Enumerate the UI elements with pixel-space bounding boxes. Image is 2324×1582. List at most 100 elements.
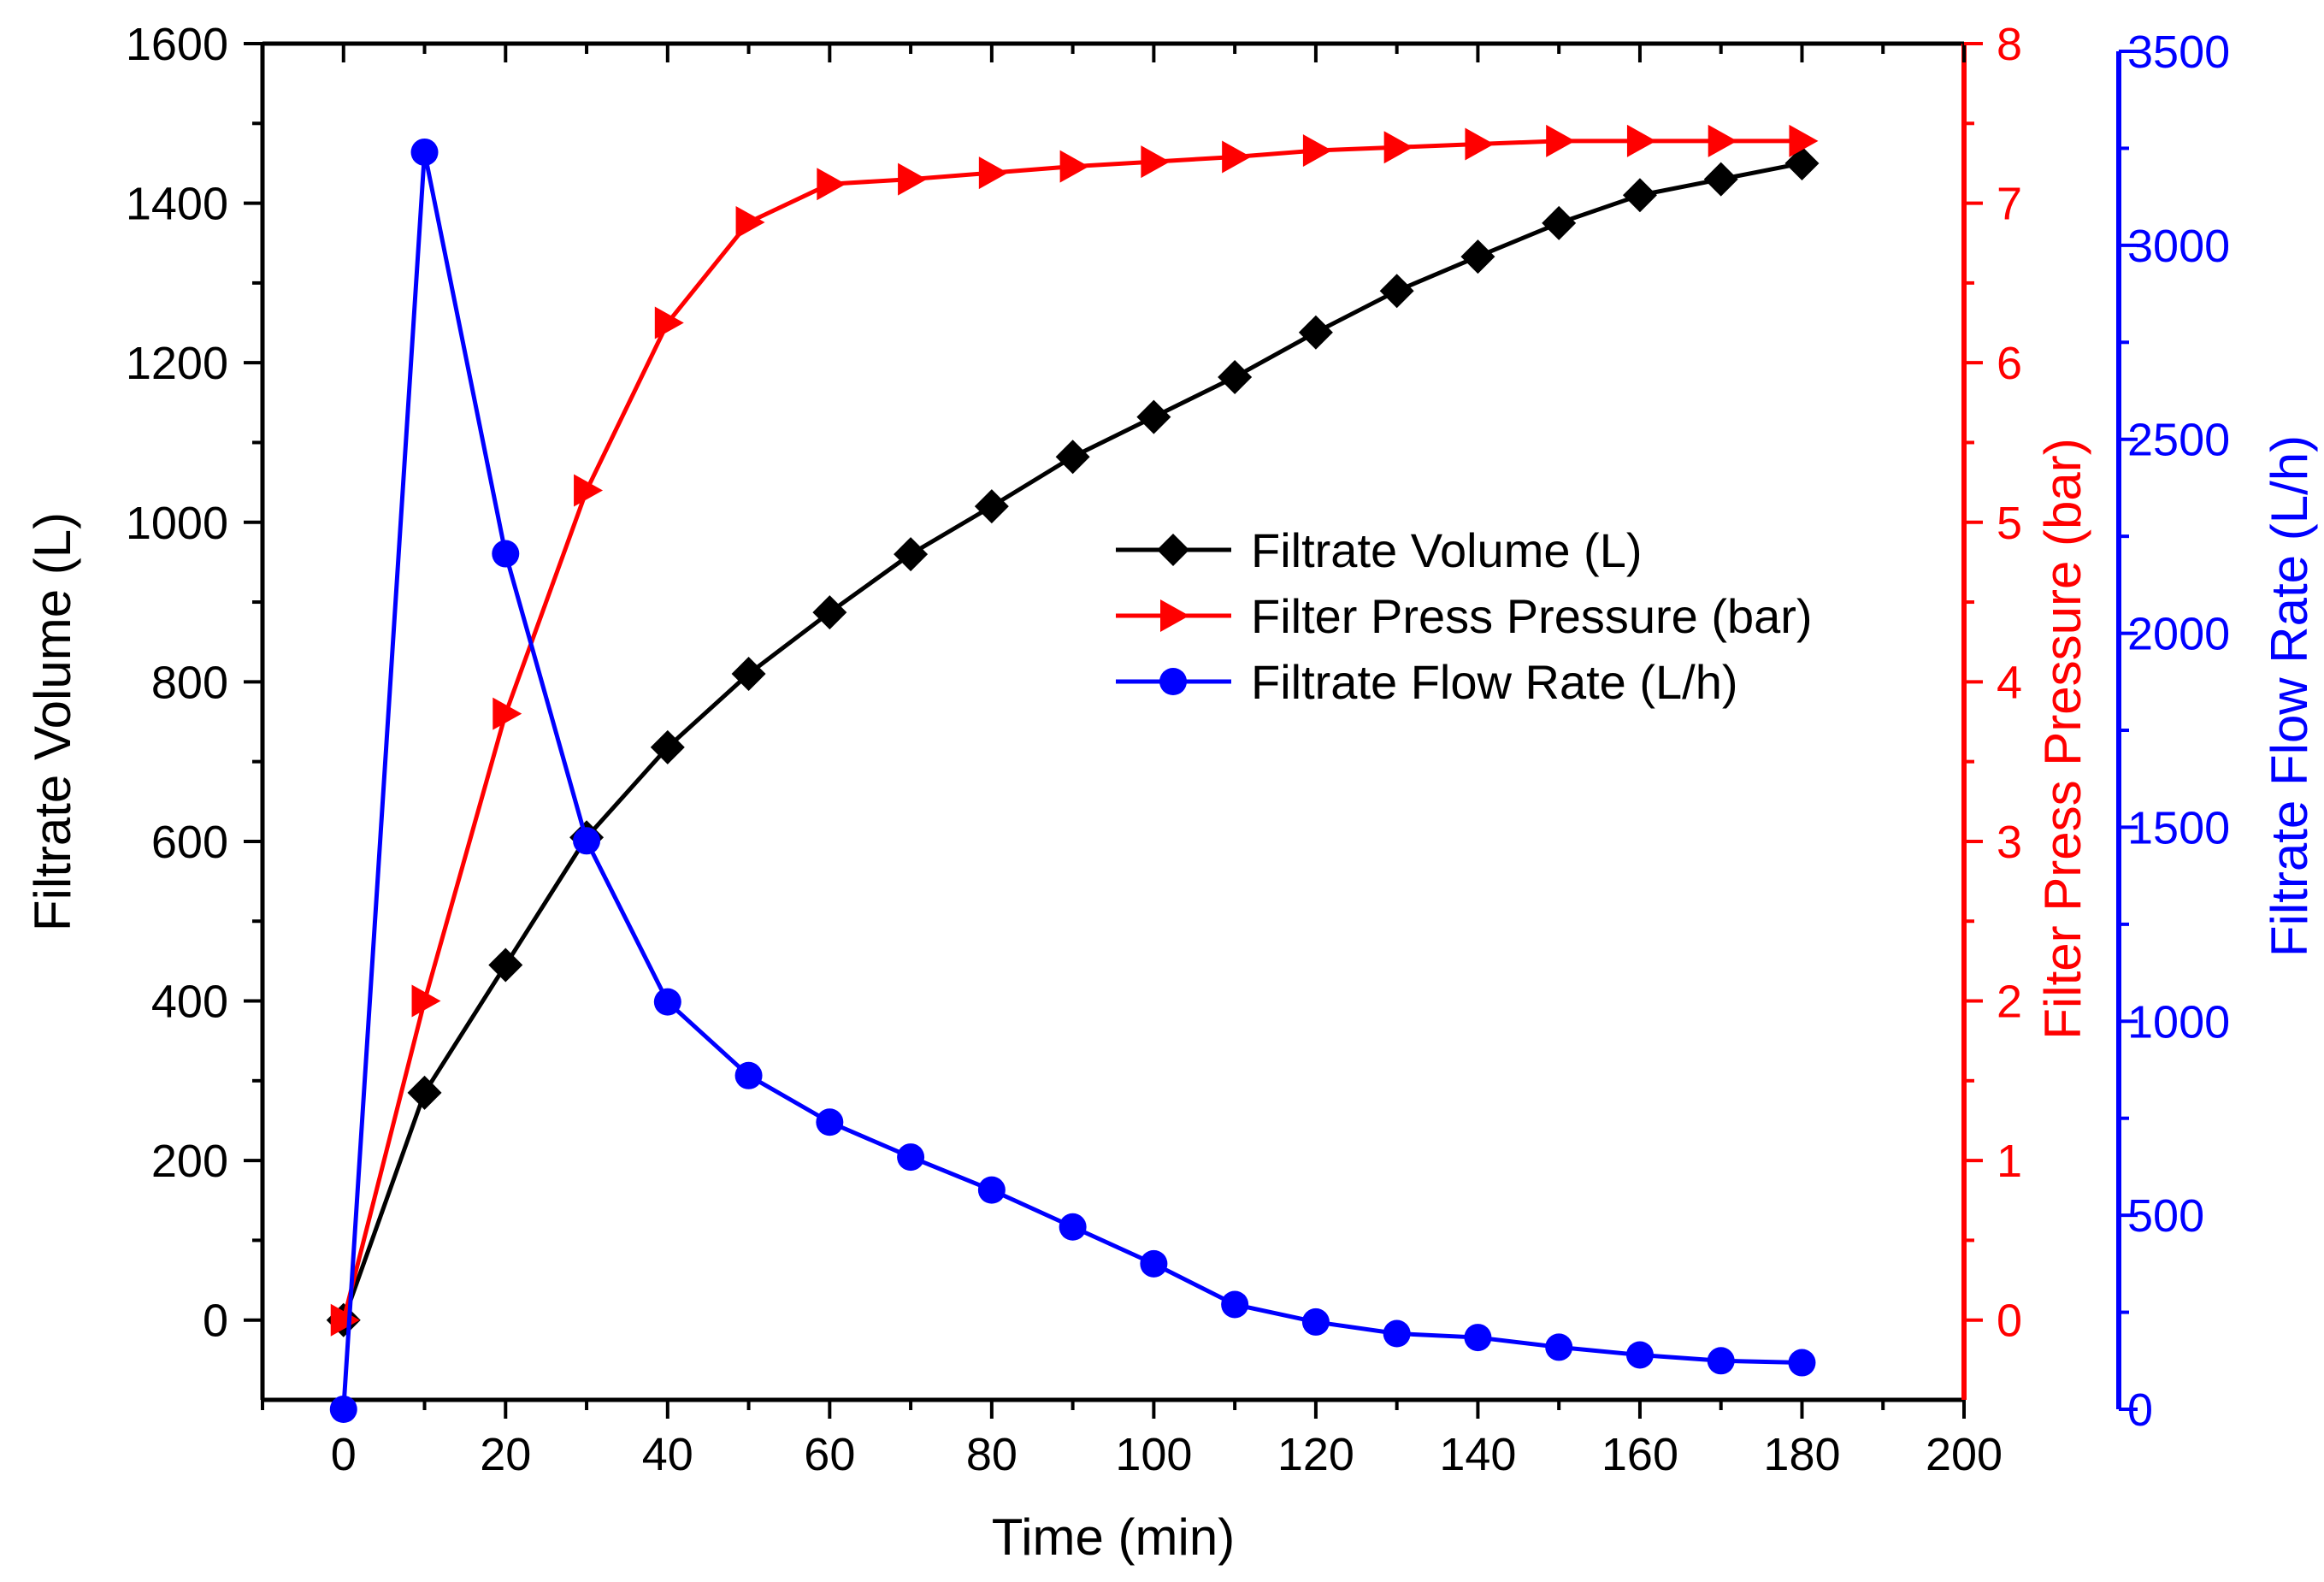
circle-point — [1464, 1324, 1492, 1352]
flow-rate-y-axis: 0 500 1000 1500 2000 2500 3000 3500 — [2116, 27, 2230, 1436]
diamond-point — [1298, 315, 1333, 350]
circle-point — [1301, 1308, 1330, 1336]
diamond-point — [1542, 205, 1577, 240]
pressure-tick-label: 2 — [1997, 977, 2022, 1028]
triangle-point — [1302, 134, 1332, 168]
triangle-point — [1383, 131, 1413, 164]
left-tick-label: 200 — [151, 1136, 228, 1187]
circle-point — [816, 1108, 844, 1136]
left-tick-label: 1400 — [126, 179, 228, 230]
left-tick-label: 1200 — [126, 338, 228, 389]
legend-marker-triangle-right-icon — [1160, 599, 1189, 632]
flow-tick-label: 0 — [2127, 1384, 2153, 1436]
diamond-point — [1055, 440, 1090, 475]
circle-point — [492, 540, 520, 568]
pressure-tick-label: 0 — [1997, 1296, 2022, 1347]
flow-tick-label: 1000 — [2127, 996, 2230, 1048]
x-tick-label: 160 — [1601, 1429, 1678, 1480]
pressure-tick-label: 6 — [1997, 338, 2022, 389]
triangle-point — [817, 168, 846, 201]
x-tick-label: 20 — [480, 1429, 531, 1480]
diamond-point — [1136, 399, 1171, 434]
legend-marker-circle-icon — [1159, 668, 1187, 695]
circle-point — [1625, 1341, 1654, 1369]
diamond-point — [1703, 162, 1738, 197]
legend-item-filtrate-volume: Filtrate Volume (L) — [1116, 523, 1643, 577]
x-tick-label: 80 — [966, 1429, 1017, 1480]
diamond-point — [894, 537, 929, 572]
triangle-point — [654, 306, 684, 339]
x-tick-label: 100 — [1115, 1429, 1192, 1480]
pressure-tick-label: 8 — [1997, 19, 2022, 70]
diamond-point — [407, 1075, 442, 1110]
x-tick-label: 40 — [642, 1429, 693, 1480]
diamond-point — [1218, 359, 1253, 394]
circle-point — [977, 1176, 1006, 1204]
left-tick-label: 0 — [203, 1296, 228, 1347]
triangle-point — [1546, 124, 1576, 157]
left-axis-title: Filtrate Volume (L) — [24, 512, 81, 931]
triangle-point — [1626, 124, 1656, 157]
circle-point — [1221, 1290, 1249, 1319]
pressure-tick-label: 7 — [1997, 179, 2022, 230]
left-tick-label: 1000 — [126, 498, 228, 549]
circle-point — [1059, 1213, 1087, 1241]
circle-point — [1707, 1347, 1735, 1375]
diamond-point — [731, 657, 766, 692]
diamond-point — [812, 595, 847, 630]
circle-point — [329, 1396, 357, 1423]
pressure-tick-label: 3 — [1997, 817, 2022, 868]
diamond-point — [488, 947, 523, 983]
diamond-point — [1379, 274, 1414, 309]
flow-tick-label: 500 — [2127, 1190, 2204, 1242]
x-tick-label: 140 — [1439, 1429, 1516, 1480]
legend-marker-diamond-icon — [1157, 534, 1189, 566]
triangle-point — [1059, 150, 1089, 183]
flow-tick-label: 2000 — [2127, 609, 2230, 660]
left-tick-label: 1600 — [126, 19, 228, 70]
diamond-point — [1460, 239, 1495, 274]
diamond-point — [1622, 178, 1657, 213]
flow-rate-axis-title: Filtrate Flow Rate (L/h) — [2261, 435, 2318, 957]
triangle-point — [978, 156, 1008, 190]
diamond-point — [974, 489, 1009, 524]
x-axis-title: Time (min) — [992, 1508, 1235, 1566]
series-1 — [330, 124, 1819, 1337]
series-layer — [326, 124, 1820, 1423]
circle-point — [573, 827, 601, 855]
flow-tick-label: 2500 — [2127, 415, 2230, 466]
circle-point — [1788, 1349, 1816, 1377]
legend-item-filtrate-flow-rate: Filtrate Flow Rate (L/h) — [1116, 655, 1738, 709]
triangle-point — [411, 984, 441, 1018]
flow-tick-label: 3000 — [2127, 221, 2230, 272]
plot-frame — [260, 41, 1967, 1402]
triangle-point — [1789, 124, 1819, 157]
triangle-point — [898, 162, 928, 196]
x-tick-label: 0 — [331, 1429, 357, 1480]
left-y-axis: 0 200 400 600 800 1000 1200 1400 1600 — [126, 19, 262, 1347]
pressure-y-axis: 0 1 2 3 4 5 6 7 8 — [1964, 19, 2022, 1347]
legend-label-filtrate-volume: Filtrate Volume (L) — [1251, 523, 1643, 577]
triangle-point — [1222, 140, 1252, 174]
x-tick-label: 180 — [1763, 1429, 1840, 1480]
triangle-point — [574, 474, 604, 507]
triangle-point — [1708, 124, 1737, 157]
legend: Filtrate Volume (L) Filter Press Pressur… — [1116, 523, 1813, 709]
triangle-point — [330, 1303, 360, 1337]
series-2 — [329, 138, 1816, 1423]
circle-point — [653, 988, 681, 1016]
circle-point — [1140, 1249, 1168, 1278]
pressure-tick-label: 4 — [1997, 657, 2022, 708]
left-tick-label: 600 — [151, 817, 228, 868]
left-tick-label: 400 — [151, 977, 228, 1028]
circle-point — [734, 1061, 763, 1089]
flow-tick-label: 1500 — [2127, 802, 2230, 853]
left-tick-label: 800 — [151, 657, 228, 708]
triangle-point — [735, 205, 765, 239]
legend-label-filtrate-flow-rate: Filtrate Flow Rate (L/h) — [1251, 655, 1738, 709]
circle-point — [410, 138, 439, 166]
x-tick-label: 200 — [1926, 1429, 2003, 1480]
pressure-tick-label: 1 — [1997, 1136, 2022, 1187]
